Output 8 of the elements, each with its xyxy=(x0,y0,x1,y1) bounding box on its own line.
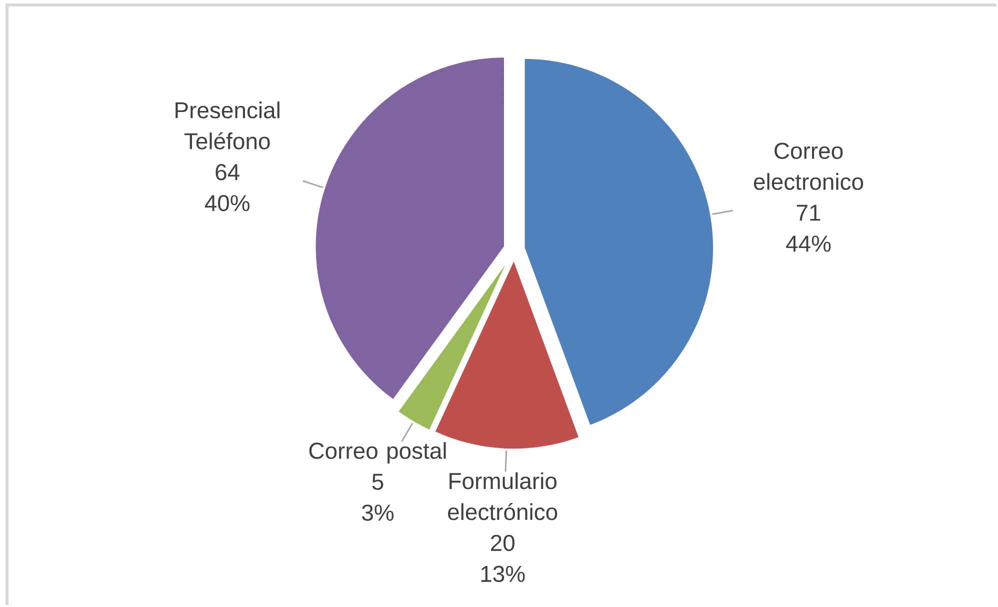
data-label: 64 40% xyxy=(204,164,250,212)
slice-label: Formulario electrónico xyxy=(448,472,558,520)
data-label: 20 13% xyxy=(481,535,525,582)
slice-label: Correo electronico xyxy=(754,142,864,190)
data-label: 5 3% xyxy=(362,474,394,522)
slice-label: Presencial Teléfono xyxy=(176,102,280,150)
slice-label: Correo postal xyxy=(309,442,446,464)
data-label: 71 44% xyxy=(786,205,831,252)
